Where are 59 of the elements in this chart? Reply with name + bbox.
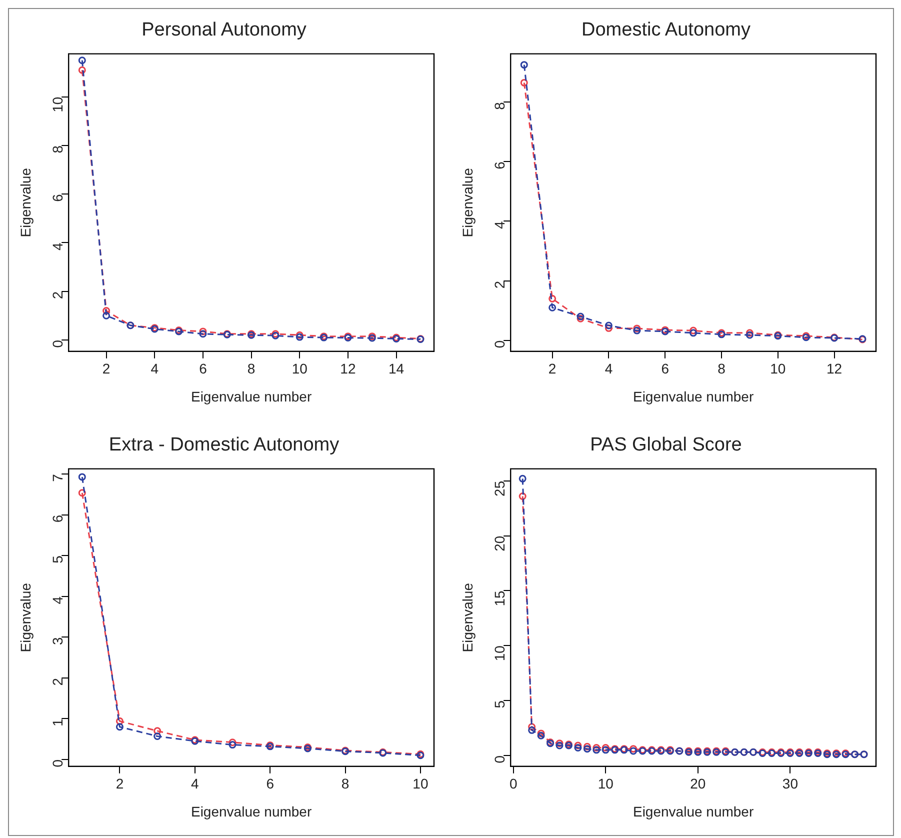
chart-title: Personal Autonomy [142, 20, 307, 41]
x-tick-label: 8 [247, 360, 256, 377]
x-tick-label: 10 [770, 360, 786, 377]
x-tick-label: 0 [509, 776, 518, 792]
x-tick-label: 6 [199, 360, 208, 377]
x-tick-label: 4 [604, 360, 613, 377]
y-tick-label: 1 [49, 718, 66, 726]
y-tick-label: 10 [491, 645, 508, 662]
y-tick-label: 8 [49, 145, 66, 154]
y-tick-label: 0 [49, 340, 66, 348]
y-axis-title: Eigenvalue [459, 168, 476, 238]
y-tick-label: 6 [49, 514, 66, 523]
y-tick-label: 10 [49, 96, 66, 112]
y-tick-label: 0 [491, 340, 508, 348]
chart-title: Domestic Autonomy [582, 20, 751, 41]
x-tick-label: 30 [782, 776, 798, 792]
x-tick-label: 2 [548, 360, 556, 377]
x-axis-title: Eigenvalue number [190, 388, 312, 404]
y-tick-label: 20 [491, 536, 508, 552]
y-tick-label: 0 [49, 759, 66, 768]
x-tick-label: 2 [102, 360, 110, 377]
y-tick-label: 2 [49, 291, 66, 300]
y-tick-label: 5 [49, 555, 66, 564]
x-tick-label: 6 [661, 360, 670, 377]
y-tick-label: 6 [491, 161, 508, 170]
x-axis-title: Eigenvalue number [632, 388, 754, 404]
y-tick-label: 2 [491, 280, 508, 289]
x-tick-label: 10 [412, 776, 428, 792]
y-tick-label: 0 [491, 755, 508, 764]
x-axis-title: Eigenvalue number [632, 803, 754, 820]
x-tick-label: 8 [718, 360, 726, 377]
x-tick-label: 12 [826, 360, 842, 377]
x-tick-label: 2 [116, 776, 124, 792]
y-tick-label: 7 [49, 474, 66, 482]
x-tick-label: 20 [690, 776, 706, 792]
y-tick-label: 4 [491, 221, 508, 230]
x-tick-label: 10 [292, 360, 308, 377]
y-tick-label: 8 [491, 102, 508, 110]
y-axis-title: Eigenvalue [17, 582, 34, 652]
x-tick-label: 6 [266, 776, 274, 792]
y-tick-label: 6 [49, 194, 66, 202]
y-tick-label: 2 [49, 678, 66, 686]
x-axis-title: Eigenvalue number [190, 803, 312, 820]
y-tick-label: 5 [491, 700, 508, 708]
y-tick-label: 3 [49, 636, 66, 645]
x-tick-label: 4 [150, 360, 159, 377]
y-tick-label: 4 [49, 242, 66, 251]
y-tick-label: 25 [491, 480, 508, 496]
y-axis-title: Eigenvalue [17, 168, 34, 238]
chart-title: Extra - Domestic Autonomy [108, 434, 340, 456]
x-tick-label: 12 [340, 360, 356, 377]
y-tick-label: 4 [49, 596, 66, 604]
x-tick-label: 10 [598, 776, 614, 792]
x-tick-label: 4 [191, 776, 200, 792]
x-tick-label: 8 [341, 776, 350, 792]
x-tick-label: 14 [388, 360, 404, 377]
y-tick-label: 15 [491, 590, 508, 606]
y-axis-title: Eigenvalue [459, 582, 476, 652]
chart-title: PAS Global Score [590, 434, 742, 456]
